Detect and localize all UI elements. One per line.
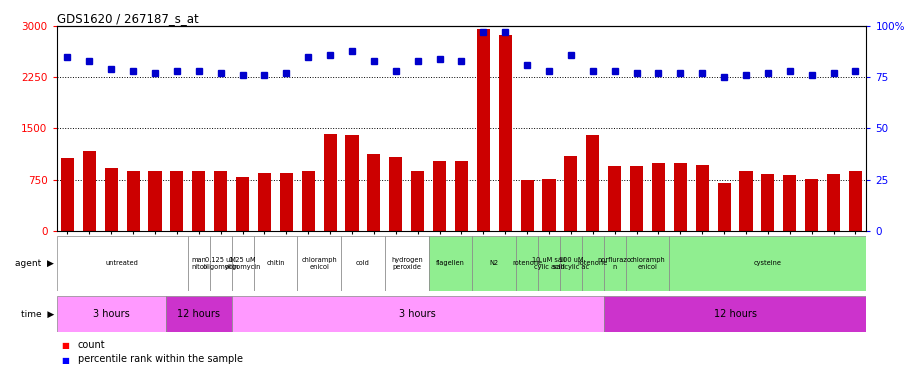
- Bar: [210, 236, 231, 291]
- Bar: [302, 171, 314, 231]
- Bar: [542, 179, 555, 231]
- Bar: [476, 29, 489, 231]
- Text: man
nitol: man nitol: [191, 257, 206, 270]
- Bar: [214, 171, 227, 231]
- Bar: [127, 171, 139, 231]
- Bar: [783, 176, 795, 231]
- Text: 3 hours: 3 hours: [93, 309, 129, 319]
- Bar: [537, 236, 559, 291]
- Text: 10 uM sali
cylic acid: 10 uM sali cylic acid: [531, 257, 566, 270]
- Text: chloramph
enicol: chloramph enicol: [301, 257, 337, 270]
- Bar: [56, 236, 188, 291]
- Bar: [516, 236, 537, 291]
- Bar: [83, 151, 96, 231]
- Text: 12 hours: 12 hours: [177, 309, 220, 319]
- Bar: [166, 296, 231, 332]
- Bar: [367, 154, 380, 231]
- Bar: [297, 236, 341, 291]
- Bar: [323, 134, 336, 231]
- Text: chitin: chitin: [266, 260, 284, 266]
- Text: norflurazo
n: norflurazo n: [597, 257, 631, 270]
- Text: 12 hours: 12 hours: [712, 309, 756, 319]
- Bar: [433, 161, 445, 231]
- Text: rotenone: rotenone: [511, 260, 542, 266]
- Bar: [559, 236, 581, 291]
- Bar: [717, 183, 730, 231]
- Bar: [603, 296, 865, 332]
- Text: agent  ▶: agent ▶: [15, 259, 54, 268]
- Text: 3 hours: 3 hours: [399, 309, 435, 319]
- Text: cold: cold: [355, 260, 370, 266]
- Bar: [231, 296, 603, 332]
- Bar: [826, 174, 839, 231]
- Text: hydrogen
peroxide: hydrogen peroxide: [391, 257, 422, 270]
- Bar: [586, 135, 599, 231]
- Text: 100 uM
salicylic ac: 100 uM salicylic ac: [552, 257, 589, 270]
- Bar: [848, 171, 861, 231]
- Bar: [695, 165, 708, 231]
- Bar: [253, 236, 297, 291]
- Text: N2: N2: [489, 260, 498, 266]
- Bar: [498, 35, 511, 231]
- Bar: [384, 236, 428, 291]
- Bar: [188, 236, 210, 291]
- Text: flagellen: flagellen: [435, 260, 465, 266]
- Bar: [581, 236, 603, 291]
- Bar: [56, 296, 166, 332]
- Bar: [258, 173, 271, 231]
- Bar: [105, 168, 118, 231]
- Bar: [669, 236, 865, 291]
- Bar: [608, 166, 620, 231]
- Bar: [61, 158, 74, 231]
- Bar: [345, 135, 358, 231]
- Bar: [625, 236, 669, 291]
- Bar: [231, 236, 253, 291]
- Bar: [472, 236, 516, 291]
- Bar: [603, 236, 625, 291]
- Text: percentile rank within the sample: percentile rank within the sample: [77, 354, 242, 364]
- Text: ■: ■: [61, 356, 69, 364]
- Bar: [804, 179, 817, 231]
- Bar: [455, 161, 467, 231]
- Text: ■: ■: [61, 341, 69, 350]
- Text: count: count: [77, 340, 105, 350]
- Text: chloramph
enicol: chloramph enicol: [629, 257, 665, 270]
- Bar: [411, 171, 424, 231]
- Bar: [280, 173, 292, 231]
- Bar: [564, 156, 577, 231]
- Bar: [170, 171, 183, 231]
- Text: 0.125 uM
oligomycin: 0.125 uM oligomycin: [202, 257, 239, 270]
- Bar: [630, 166, 642, 231]
- Text: rotenone: rotenone: [577, 260, 608, 266]
- Bar: [520, 180, 533, 231]
- Bar: [428, 236, 472, 291]
- Bar: [192, 171, 205, 231]
- Bar: [673, 163, 686, 231]
- Text: time  ▶: time ▶: [21, 310, 54, 319]
- Bar: [389, 157, 402, 231]
- Text: cysteine: cysteine: [753, 260, 781, 266]
- Bar: [236, 177, 249, 231]
- Text: 1.25 uM
oligomycin: 1.25 uM oligomycin: [224, 257, 261, 270]
- Bar: [739, 171, 752, 231]
- Text: GDS1620 / 267187_s_at: GDS1620 / 267187_s_at: [56, 12, 198, 25]
- Bar: [341, 236, 384, 291]
- Bar: [761, 174, 773, 231]
- Text: untreated: untreated: [106, 260, 138, 266]
- Bar: [651, 163, 664, 231]
- Bar: [148, 171, 161, 231]
